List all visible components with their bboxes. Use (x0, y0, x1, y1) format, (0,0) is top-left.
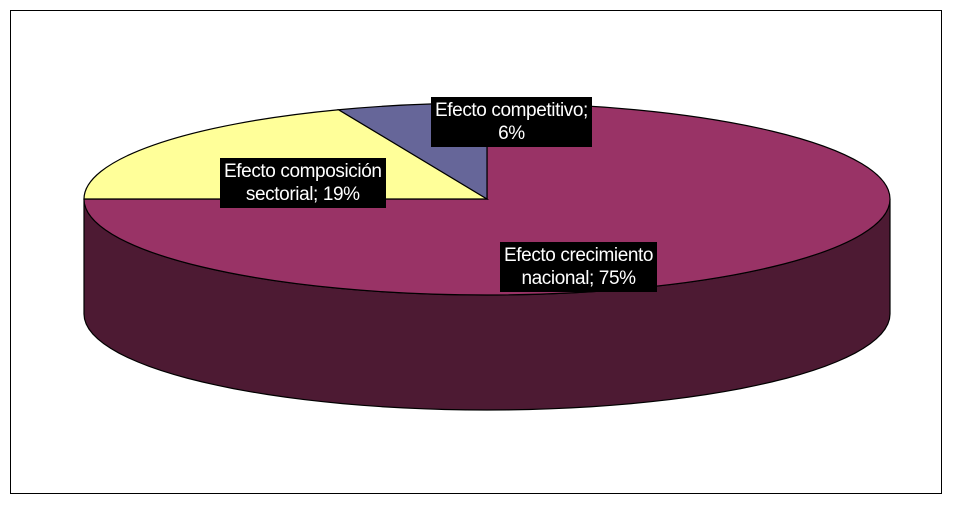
chart-area: Efecto competitivo; 6% Efecto composició… (10, 10, 942, 494)
label-efecto-crecimiento-nacional: Efecto crecimiento nacional; 75% (500, 242, 658, 292)
pie-chart (83, 102, 891, 411)
label-efecto-competitivo: Efecto competitivo; 6% (431, 97, 592, 147)
label-efecto-composicion-sectorial: Efecto composición sectorial; 19% (220, 158, 386, 208)
slice-composicion-sectorial (83, 109, 490, 200)
